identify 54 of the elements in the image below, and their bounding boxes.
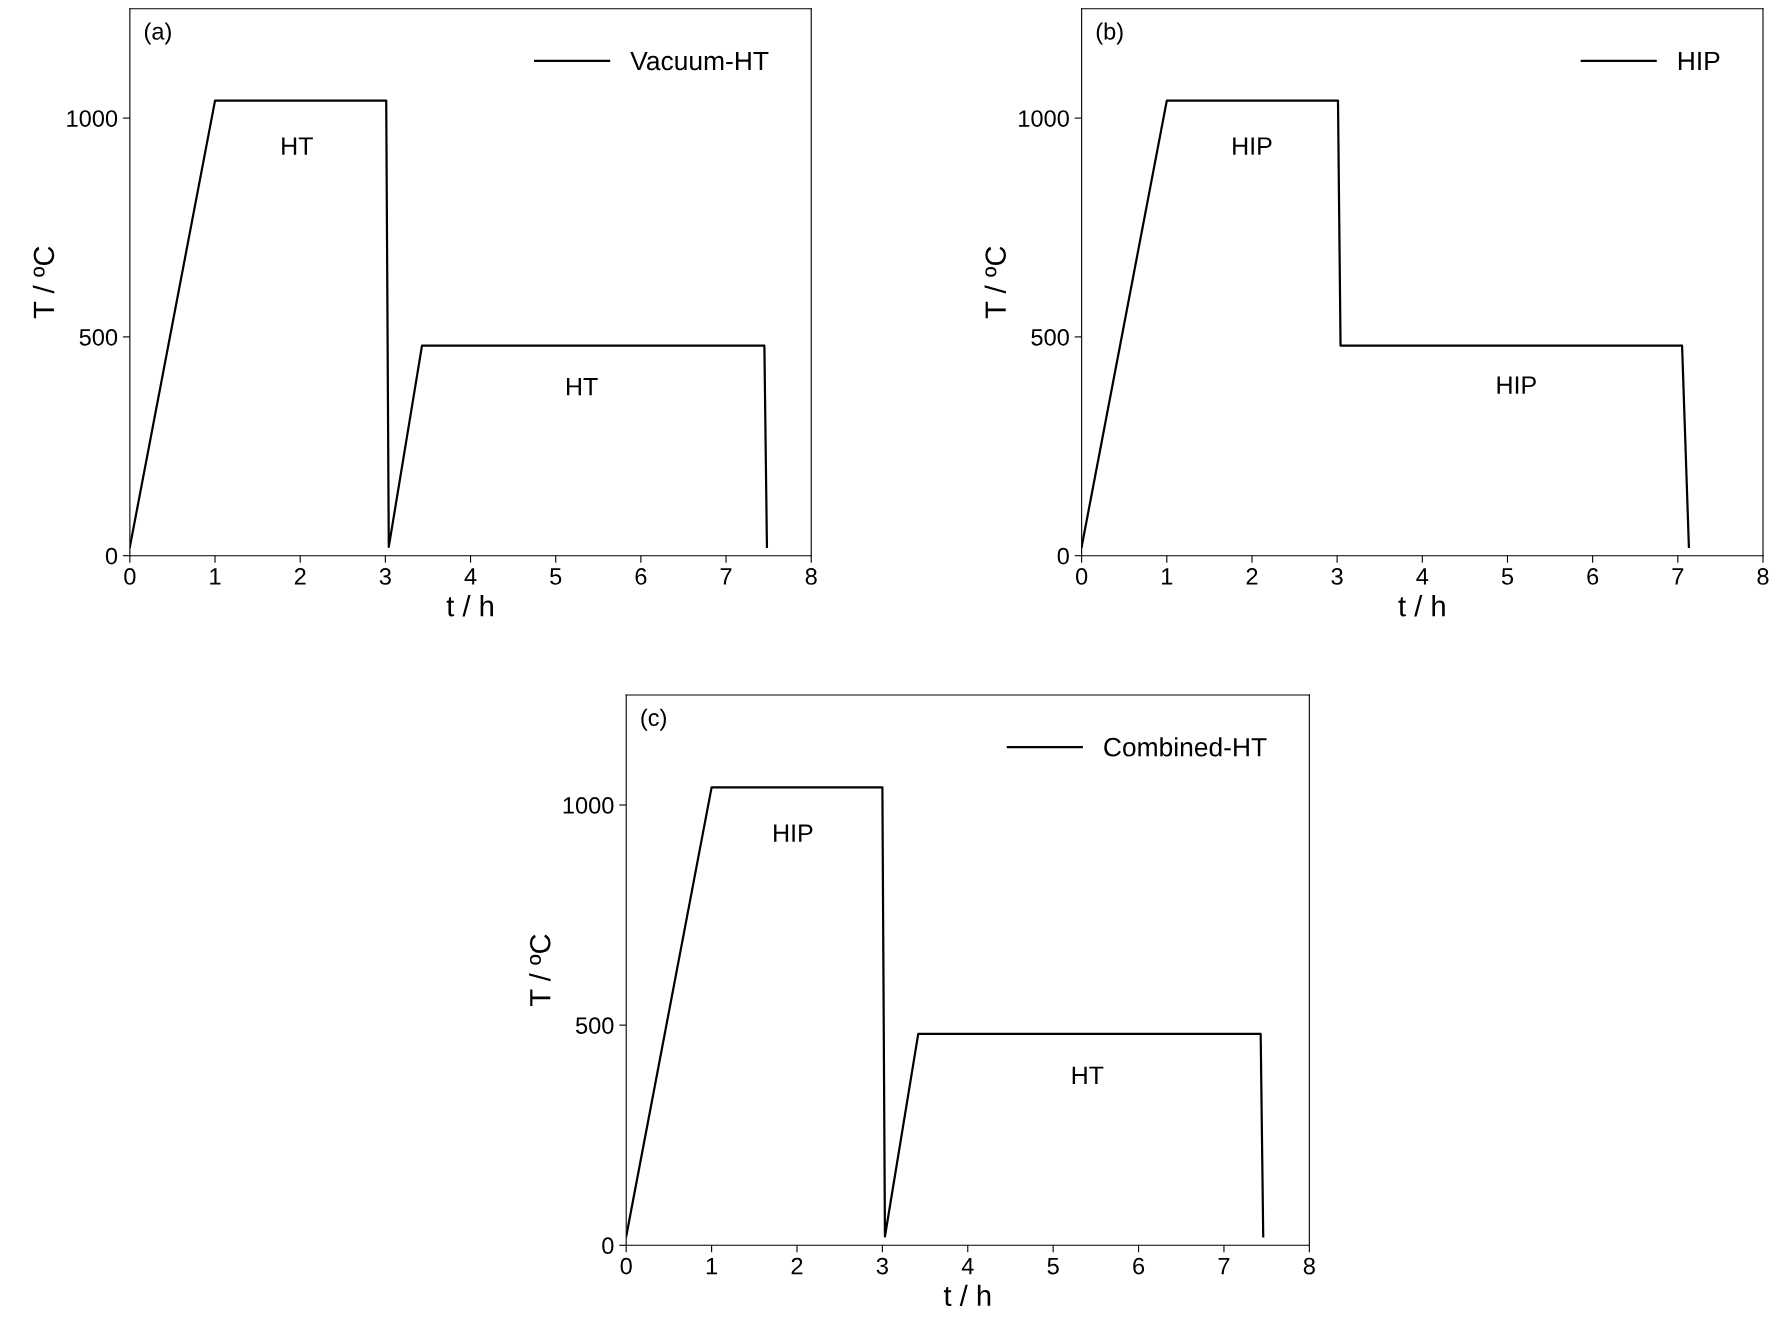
x-tick-label: 2	[1246, 568, 1258, 585]
annotation: HIP	[1497, 376, 1536, 394]
legend-label: HIP	[1678, 51, 1720, 71]
y-axis-title: T / ºC	[984, 246, 1006, 319]
x-tick-label: 5	[1047, 1257, 1059, 1275]
x-tick-label: 7	[720, 568, 732, 585]
annotation: HT	[282, 137, 313, 155]
x-tick-label: 4	[1416, 568, 1429, 585]
y-tick-label: 500	[575, 1017, 614, 1034]
legend-label: Vacuum-HT	[630, 51, 769, 71]
annotation: (a)	[144, 22, 171, 45]
x-axis-title: t / h	[943, 1284, 991, 1307]
y-tick-label: 500	[1031, 328, 1069, 346]
x-tick-label: 0	[1075, 568, 1088, 585]
legend-label: Combined-HT	[1104, 737, 1267, 757]
x-tick-label: 4	[961, 1257, 974, 1275]
y-tick-label: 500	[79, 328, 118, 346]
x-tick-label: 3	[876, 1257, 888, 1275]
y-tick-label: 1000	[563, 797, 614, 814]
x-axis-title: t / h	[446, 595, 493, 617]
annotation: (b)	[1096, 22, 1123, 45]
x-tick-label: 2	[791, 1257, 803, 1275]
x-tick-label: 8	[1303, 1257, 1315, 1275]
y-axis-title: T / ºC	[32, 246, 55, 319]
y-axis-title: T / ºC	[529, 934, 551, 1007]
x-tick-label: 1	[210, 568, 221, 585]
annotation: HT	[1072, 1066, 1104, 1084]
x-tick-label: 5	[1501, 568, 1514, 585]
x-tick-label: 4	[464, 568, 477, 585]
x-tick-label: 1	[1162, 568, 1173, 585]
annotation: HT	[567, 378, 598, 396]
x-axis-title: t / h	[1398, 595, 1445, 617]
x-tick-label: 7	[1218, 1257, 1230, 1275]
x-tick-label: 6	[635, 568, 647, 585]
annotation: HIP	[774, 824, 813, 842]
y-tick-label: 1000	[1019, 110, 1069, 127]
annotation: (c)	[641, 708, 666, 731]
x-tick-label: 8	[805, 568, 817, 585]
x-tick-label: 6	[1587, 568, 1599, 585]
x-tick-label: 3	[379, 568, 391, 585]
y-tick-label: 1000	[67, 110, 118, 127]
x-tick-label: 7	[1672, 568, 1684, 585]
x-tick-label: 0	[620, 1257, 632, 1275]
annotation: HIP	[1233, 137, 1272, 155]
y-tick-label: 0	[105, 547, 118, 565]
x-tick-label: 6	[1133, 1257, 1145, 1275]
y-tick-label: 0	[1057, 547, 1069, 565]
y-tick-label: 0	[602, 1237, 614, 1255]
x-tick-label: 1	[706, 1257, 718, 1275]
x-tick-label: 0	[124, 568, 136, 585]
x-tick-label: 3	[1331, 568, 1343, 585]
x-tick-label: 5	[550, 568, 562, 585]
x-tick-label: 2	[294, 568, 306, 585]
x-tick-label: 8	[1757, 568, 1769, 585]
